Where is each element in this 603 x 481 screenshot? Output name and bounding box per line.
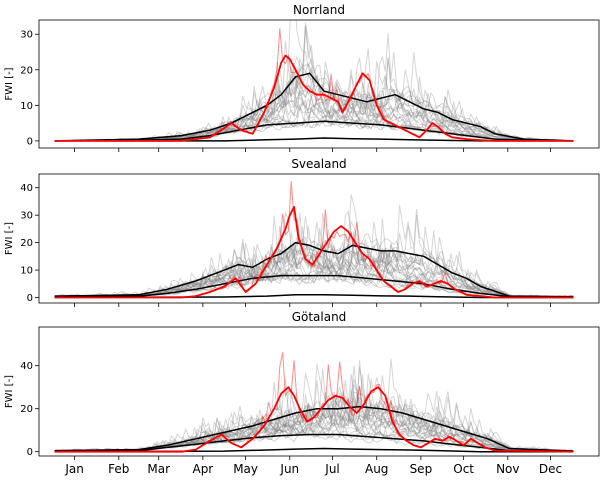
percentile-line-2: [54, 137, 574, 142]
year-line: [54, 210, 574, 298]
plot-area: [54, 352, 574, 453]
y-axis-label: FWI [-]: [4, 222, 15, 255]
panel-title: Götaland: [292, 310, 347, 324]
panel-svealand: Svealand FWI [-] 0 10 20 30 40: [4, 157, 600, 307]
x-tick-label: Feb: [108, 462, 129, 476]
percentile-line-1: [54, 405, 574, 452]
percentile-line-1: [54, 241, 574, 298]
percentile-line-0: [54, 433, 574, 452]
y-tick-label: 20: [20, 238, 33, 249]
y-tick-label: 40: [20, 361, 33, 372]
y-tick-label: 10: [20, 266, 33, 277]
y-tick-label: 40: [20, 183, 33, 194]
plot-area: [54, 180, 574, 299]
highlight-year-line: [54, 54, 574, 142]
panel-norrland: Norrland FWI [-] 0 10 20 30: [4, 3, 600, 152]
y-tick-label: 0: [27, 136, 33, 147]
panel-title: Svealand: [291, 157, 346, 171]
plot-area: [54, 20, 574, 142]
x-tick-label: Jan: [64, 462, 84, 476]
axes-frame: [38, 19, 600, 149]
y-axis-label: FWI [-]: [4, 375, 15, 408]
x-tick-label: Nov: [496, 462, 519, 476]
percentile-line-2: [54, 447, 574, 453]
percentile-line-0: [54, 120, 574, 142]
y-tick-label: 0: [27, 447, 33, 458]
x-tick-label: May: [233, 462, 258, 476]
panel-title: Norrland: [293, 3, 345, 17]
percentile-line-2: [54, 294, 574, 299]
axes-frame: [38, 173, 600, 304]
x-tick-label: Jun: [279, 462, 299, 476]
x-tick-label: Oct: [453, 462, 474, 476]
axes-frame: [38, 326, 600, 457]
y-axis-label: FWI [-]: [4, 67, 15, 100]
highlight-year-line: [54, 205, 574, 299]
y-tick-label: 30: [20, 30, 33, 41]
y-tick-label: 0: [27, 293, 33, 304]
y-tick-label: 20: [20, 65, 33, 76]
x-tick-label: Sep: [410, 462, 433, 476]
highlight-year-line: [54, 386, 574, 453]
highlight-year-daily-line: [54, 180, 574, 298]
percentile-line-0: [54, 274, 574, 298]
y-tick-label: 20: [20, 404, 33, 415]
year-line: [54, 378, 574, 452]
panel-gotaland: Götaland FWI [-] 0 20 40 Jan Feb Mar Apr May Jun Ju…: [4, 310, 600, 476]
y-tick-label: 10: [20, 101, 33, 112]
x-tick-label: Dec: [539, 462, 562, 476]
y-tick-label: 30: [20, 211, 33, 222]
x-tick-label: Aug: [365, 462, 388, 476]
x-tick-label: Mar: [147, 462, 170, 476]
x-tick-label: Apr: [192, 462, 213, 476]
x-tick-label: Jul: [324, 462, 339, 476]
